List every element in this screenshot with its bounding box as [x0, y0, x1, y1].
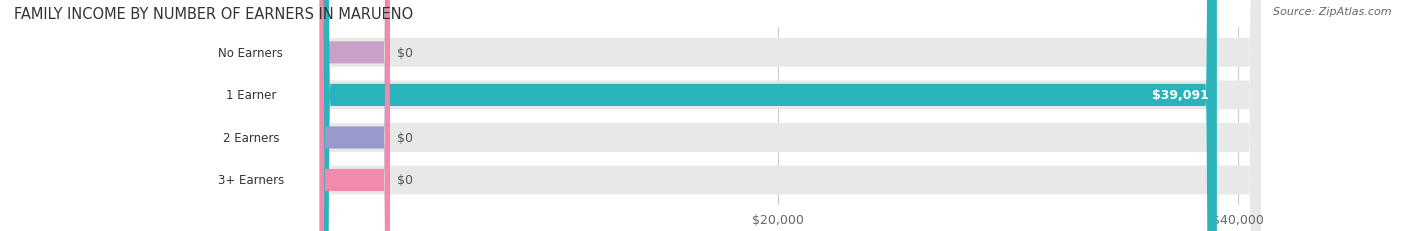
Text: FAMILY INCOME BY NUMBER OF EARNERS IN MARUENO: FAMILY INCOME BY NUMBER OF EARNERS IN MA…: [14, 7, 413, 22]
Text: $0: $0: [398, 131, 413, 144]
Text: $0: $0: [398, 174, 413, 187]
Text: Source: ZipAtlas.com: Source: ZipAtlas.com: [1274, 7, 1392, 17]
Text: 1 Earner: 1 Earner: [225, 89, 276, 102]
FancyBboxPatch shape: [319, 0, 1261, 231]
FancyBboxPatch shape: [319, 0, 389, 231]
FancyBboxPatch shape: [319, 0, 1261, 231]
FancyBboxPatch shape: [319, 0, 389, 231]
FancyBboxPatch shape: [319, 0, 389, 231]
FancyBboxPatch shape: [183, 0, 319, 231]
FancyBboxPatch shape: [183, 0, 319, 231]
Text: No Earners: No Earners: [218, 47, 283, 60]
Text: $39,091: $39,091: [1153, 89, 1209, 102]
FancyBboxPatch shape: [319, 0, 1216, 231]
Text: 2 Earners: 2 Earners: [222, 131, 280, 144]
FancyBboxPatch shape: [183, 0, 319, 231]
Text: $0: $0: [398, 47, 413, 60]
FancyBboxPatch shape: [183, 0, 319, 231]
FancyBboxPatch shape: [319, 0, 1261, 231]
FancyBboxPatch shape: [319, 0, 1261, 231]
Text: 3+ Earners: 3+ Earners: [218, 174, 284, 187]
